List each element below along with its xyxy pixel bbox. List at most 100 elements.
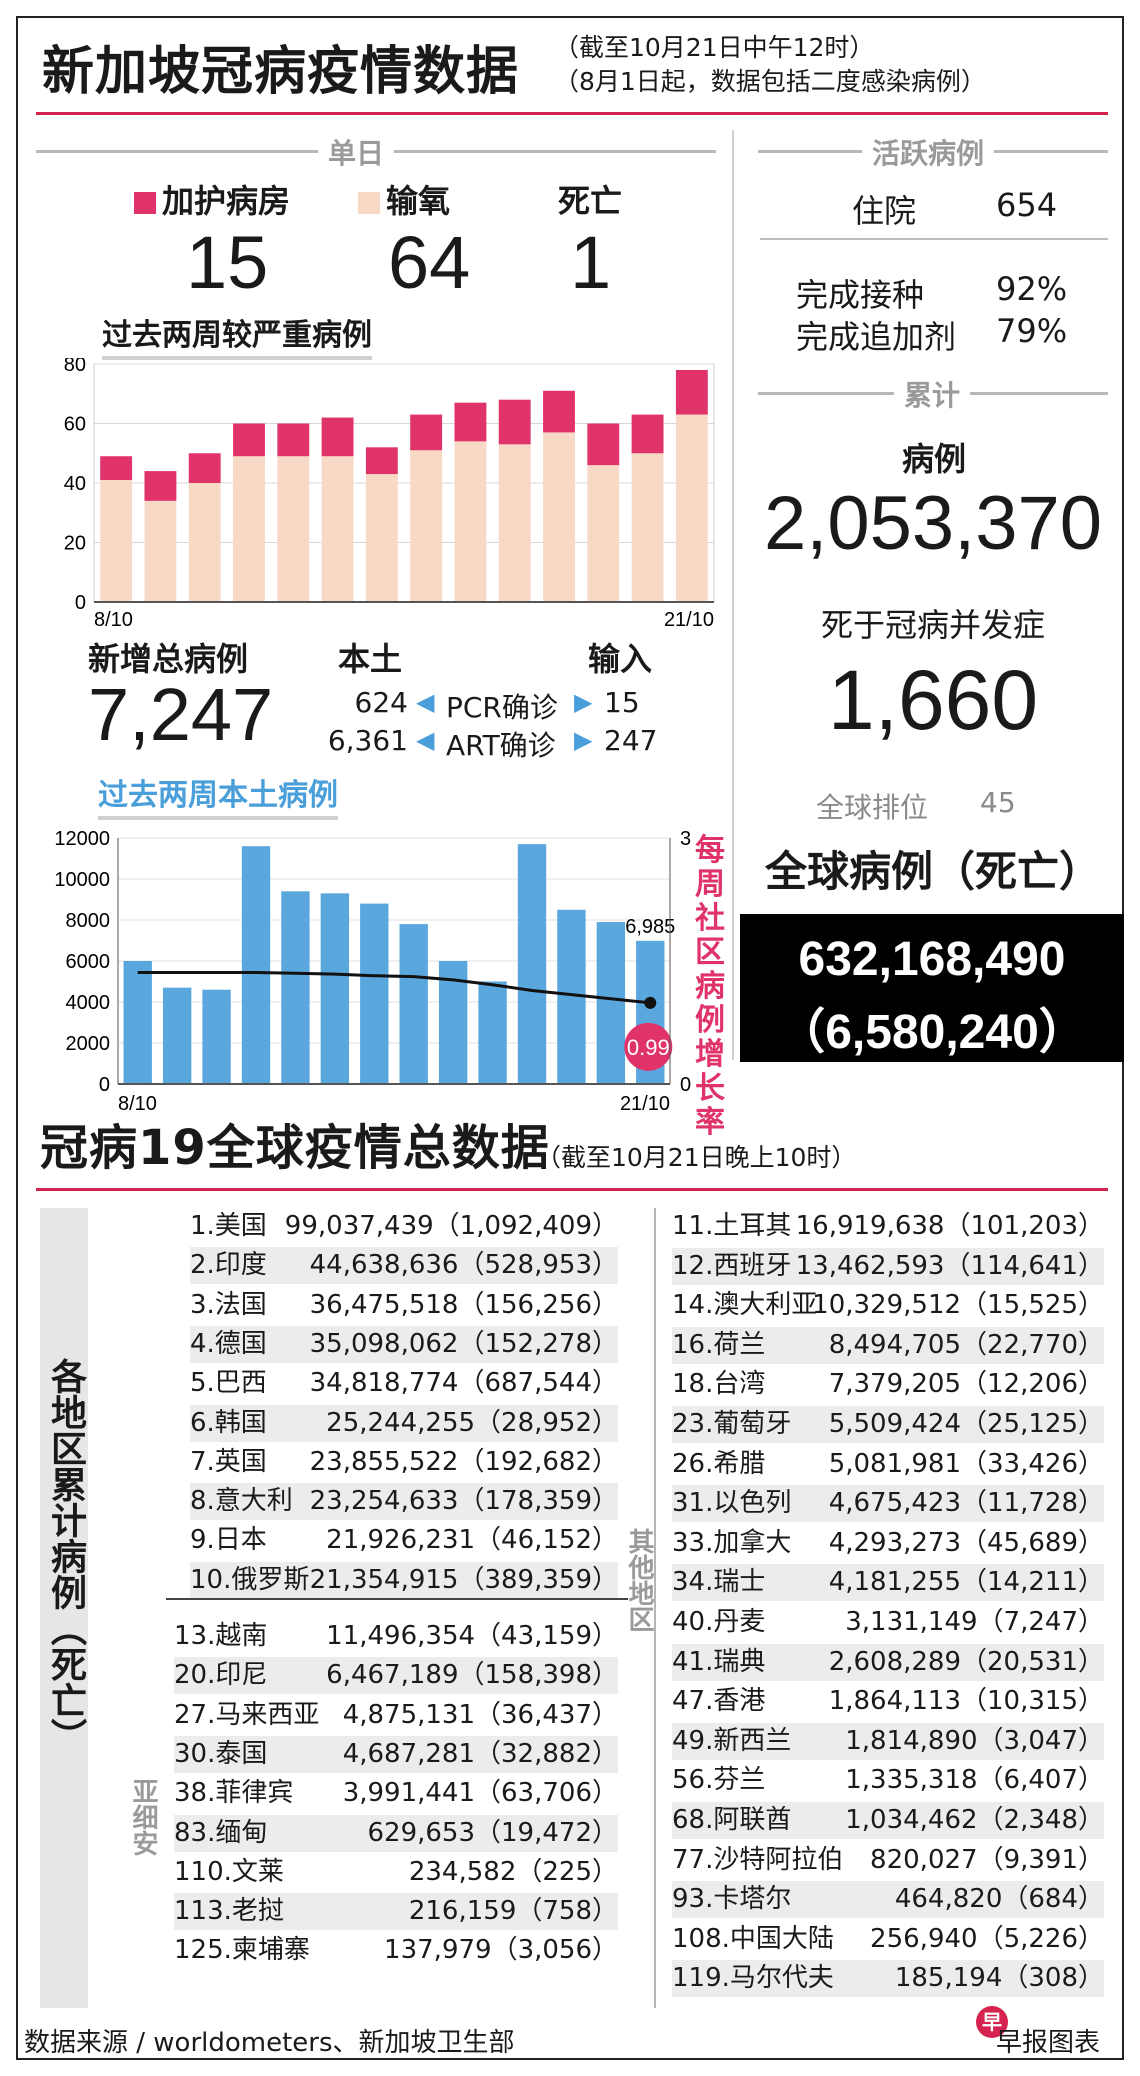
country-cases-deaths: 820,027（9,391） xyxy=(870,1844,1104,1875)
country-name: 38.菲律宾 xyxy=(174,1778,294,1809)
daily-label: 单日 xyxy=(318,132,395,172)
country-cases-deaths: 4,675,423（11,728） xyxy=(828,1488,1104,1519)
country-cases-deaths: 5,509,424（25,125） xyxy=(828,1409,1104,1439)
country-name: 13.越南 xyxy=(174,1621,268,1651)
country-name: 23.葡萄牙 xyxy=(672,1409,792,1439)
country-cases-deaths: 3,131,149（7,247） xyxy=(845,1607,1104,1637)
brand-label: 早报图表 xyxy=(996,2028,1101,2058)
booster-label: 完成追加剂 xyxy=(796,318,957,356)
bar-oxygen-18/10 xyxy=(543,432,575,602)
art-local: 6,361 xyxy=(327,724,408,757)
country-name: 5.巴西 xyxy=(190,1368,267,1399)
new-cases-value: 7,247 xyxy=(88,673,274,756)
country-name: 4.德国 xyxy=(190,1328,267,1359)
country-cases-deaths: 13,462,593（114,641） xyxy=(795,1250,1104,1281)
y-tick-label: 2000 xyxy=(66,1033,111,1055)
country-cases-deaths: 4,687,281（32,882） xyxy=(342,1738,618,1769)
deaths-label: 死于冠病并发症 xyxy=(820,606,1045,644)
country-name: 110.文莱 xyxy=(174,1856,284,1887)
bar-icu-19/10 xyxy=(587,423,620,466)
country-name: 83.缅甸 xyxy=(174,1817,268,1848)
side-label: 各地区累计病例（死亡） xyxy=(45,1358,86,1754)
import-label: 输入 xyxy=(588,640,653,678)
table-row: 11.土耳其 16,919,638（101,203） xyxy=(672,1208,1104,1245)
bar-icu-13/10 xyxy=(321,417,354,457)
country-cases-deaths: 7,379,205（12,206） xyxy=(828,1369,1104,1400)
pcr-import: 15 xyxy=(604,686,640,719)
global-deaths-value: （6,580,240） xyxy=(777,1006,1087,1059)
table-row: 119.马尔代夫 185,194（308） xyxy=(672,1960,1104,1998)
header-divider xyxy=(36,112,1108,115)
table-row: 49.新西兰 1,814,890（3,047） xyxy=(672,1722,1104,1760)
table-row: 5.巴西 34,818,774（687,544） xyxy=(190,1365,618,1402)
country-name: 34.瑞士 xyxy=(672,1567,766,1598)
growth-rate-callout xyxy=(624,1022,673,1071)
global-cases-label: 全球病例（死亡） xyxy=(764,847,1101,896)
source-note: 数据来源 / worldometers、新加坡卫生部 xyxy=(24,2028,515,2058)
table-row: 2.印度 44,638,636（528,953） xyxy=(190,1247,618,1285)
country-cases-deaths: 1,034,462（2,348） xyxy=(845,1805,1104,1835)
bar-oxygen-20/10 xyxy=(631,453,664,602)
death-value: 1 xyxy=(570,221,612,304)
table-row: 108.中国大陆 256,940（5,226） xyxy=(672,1921,1104,1958)
country-cases-deaths: 10,329,512（15,525） xyxy=(812,1290,1104,1321)
bar-oxygen-16/10 xyxy=(454,441,487,602)
bar-icu-10/10 xyxy=(188,453,221,483)
infographic: 新加坡冠病疫情数据 （截至10月21日中午12时） （8月1日起，数据包括二度感… xyxy=(16,16,1124,2060)
table-row: 34.瑞士 4,181,255（14,211） xyxy=(672,1564,1104,1602)
growth-rate-axis-title: 每周社区病例增长率 xyxy=(695,833,725,1140)
bar-local-11/10 xyxy=(241,846,271,1084)
country-name: 68.阿联酋 xyxy=(672,1805,792,1835)
new-cases-label: 新增总病例 xyxy=(88,640,249,678)
x-tick-label-first: 8/10 xyxy=(94,609,133,630)
table-row: 1.美国 99,037,439（1,092,409） xyxy=(190,1208,618,1245)
global-table-title: 冠病19全球疫情总数据 xyxy=(40,1120,550,1176)
bar-local-14/10 xyxy=(360,903,389,1084)
country-cases-deaths: 99,037,439（1,092,409） xyxy=(284,1211,618,1241)
country-cases-deaths: 1,335,318（6,407） xyxy=(845,1765,1104,1796)
country-cases-deaths: 11,496,354（43,159） xyxy=(326,1621,618,1651)
art-right-arrow: ▶ xyxy=(574,726,593,754)
country-name: 26.希腊 xyxy=(672,1448,766,1479)
oxygen-swatch xyxy=(358,192,380,214)
country-cases-deaths: 5,081,981（33,426） xyxy=(828,1448,1104,1479)
bar-oxygen-17/10 xyxy=(498,444,531,602)
table-row: 38.菲律宾 3,991,441（63,706） xyxy=(174,1775,618,1812)
country-name: 49.新西兰 xyxy=(672,1725,792,1756)
country-name: 20.印尼 xyxy=(174,1660,268,1691)
table-row: 14.澳大利亚 10,329,512（15,525） xyxy=(672,1287,1104,1324)
country-cases-deaths: 464,820（684） xyxy=(894,1884,1104,1915)
global-divider xyxy=(36,1188,1108,1191)
table-row: 26.希腊 5,081,981（33,426） xyxy=(672,1446,1104,1483)
pcr-label: PCR确诊 xyxy=(446,691,558,724)
rank-value: 45 xyxy=(980,786,1016,819)
y2-tick-label: 0 xyxy=(680,1074,691,1096)
country-name: 31.以色列 xyxy=(672,1488,792,1519)
country-cases-deaths: 629,653（19,472） xyxy=(367,1817,619,1848)
bar-local-18/10 xyxy=(517,844,547,1084)
side-label-band xyxy=(40,1208,88,2008)
y-tick-label: 40 xyxy=(64,473,86,495)
page-title: 新加坡冠病疫情数据 xyxy=(42,42,520,102)
bar-oxygen-21/10 xyxy=(675,414,708,602)
country-name: 18.台湾 xyxy=(672,1369,766,1400)
country-cases-deaths: 23,855,522（192,682） xyxy=(309,1446,618,1477)
bar-icu-21/10 xyxy=(675,369,708,415)
country-name: 56.芬兰 xyxy=(672,1765,766,1796)
table-row: 8.意大利 23,254,633（178,359） xyxy=(190,1483,618,1521)
country-cases-deaths: 4,293,273（45,689） xyxy=(828,1527,1104,1558)
bar-local-8/10 xyxy=(123,961,152,1084)
icu-swatch xyxy=(134,192,156,214)
bar-local-13/10 xyxy=(320,893,350,1084)
country-cases-deaths: 23,254,633（178,359） xyxy=(309,1486,618,1517)
table-row: 125.柬埔寨 137,979（3,056） xyxy=(174,1932,618,1969)
bar-oxygen-11/10 xyxy=(233,456,265,602)
table-row: 40.丹麦 3,131,149（7,247） xyxy=(672,1604,1104,1641)
global-cases-value: 632,168,490 xyxy=(798,933,1066,986)
oxygen-legend: 输氧 xyxy=(358,176,450,222)
art-label: ART确诊 xyxy=(446,729,556,762)
table-row: 12.西班牙 13,462,593（114,641） xyxy=(672,1247,1104,1285)
bar-oxygen-13/10 xyxy=(321,456,354,602)
icu-value: 15 xyxy=(186,221,269,304)
asean-divider xyxy=(166,1598,628,1600)
